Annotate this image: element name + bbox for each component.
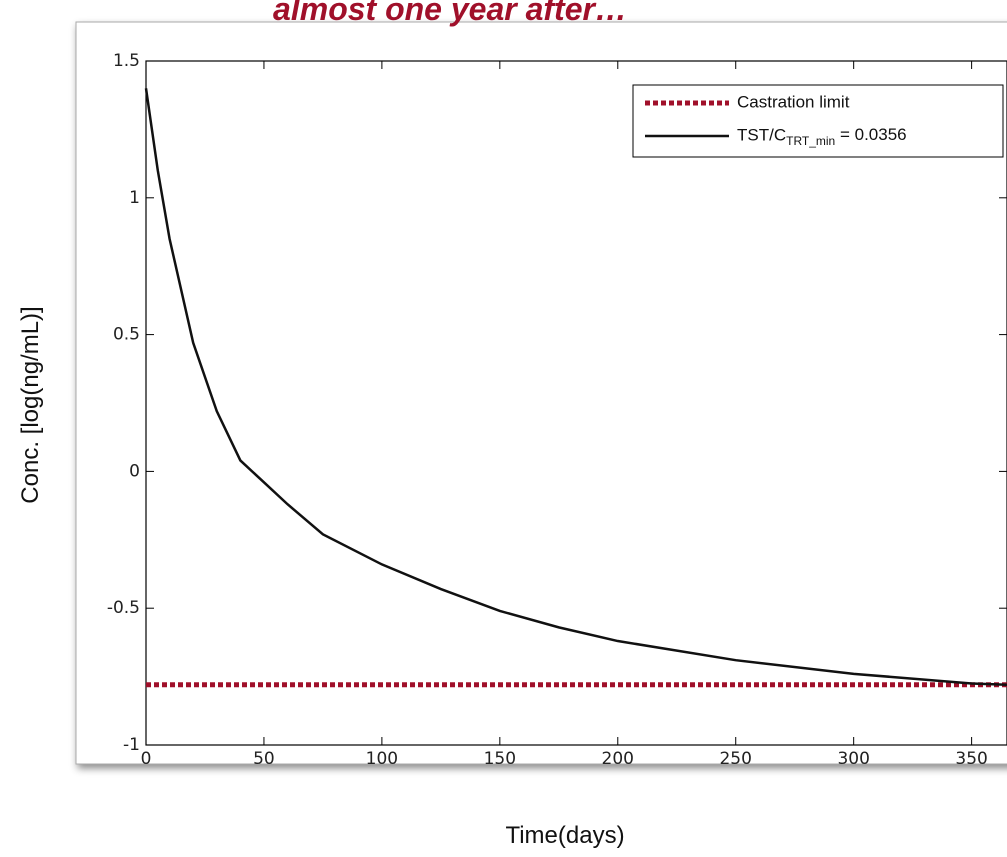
- chart-title: almost one year after…: [273, 0, 627, 27]
- axes-box: [145, 60, 1007, 746]
- legend-label: TST/CTRT_min = 0.0356: [737, 125, 907, 148]
- legend-label-subscript: TRT_min: [786, 134, 835, 148]
- y-tick-label: -1: [123, 735, 140, 755]
- x-tick-label: 250: [719, 749, 751, 769]
- y-tick-label: 1.5: [113, 51, 140, 71]
- x-axis-label: Time(days): [505, 822, 624, 849]
- y-tick-label: 0: [129, 461, 140, 481]
- y-tick-label: 0.5: [113, 325, 140, 345]
- x-tick-label: 50: [253, 749, 275, 769]
- x-tick-label: 150: [484, 749, 516, 769]
- x-tick-label: 100: [366, 749, 398, 769]
- x-tick-label: 0: [141, 749, 152, 769]
- x-tick-label: 200: [602, 749, 634, 769]
- line-series: [144, 88, 1007, 687]
- legend-label-suffix: = 0.0356: [835, 125, 906, 144]
- x-tick-label: 300: [837, 749, 869, 769]
- legend-box: [632, 84, 1004, 158]
- y-axis-label: Conc. [log(ng/mL)]: [17, 306, 44, 503]
- y-tick-label: 1: [129, 188, 140, 208]
- legend-label: Castration limit: [737, 92, 850, 111]
- x-tick-label: 350: [955, 749, 987, 769]
- y-tick-label: -0.5: [107, 598, 140, 618]
